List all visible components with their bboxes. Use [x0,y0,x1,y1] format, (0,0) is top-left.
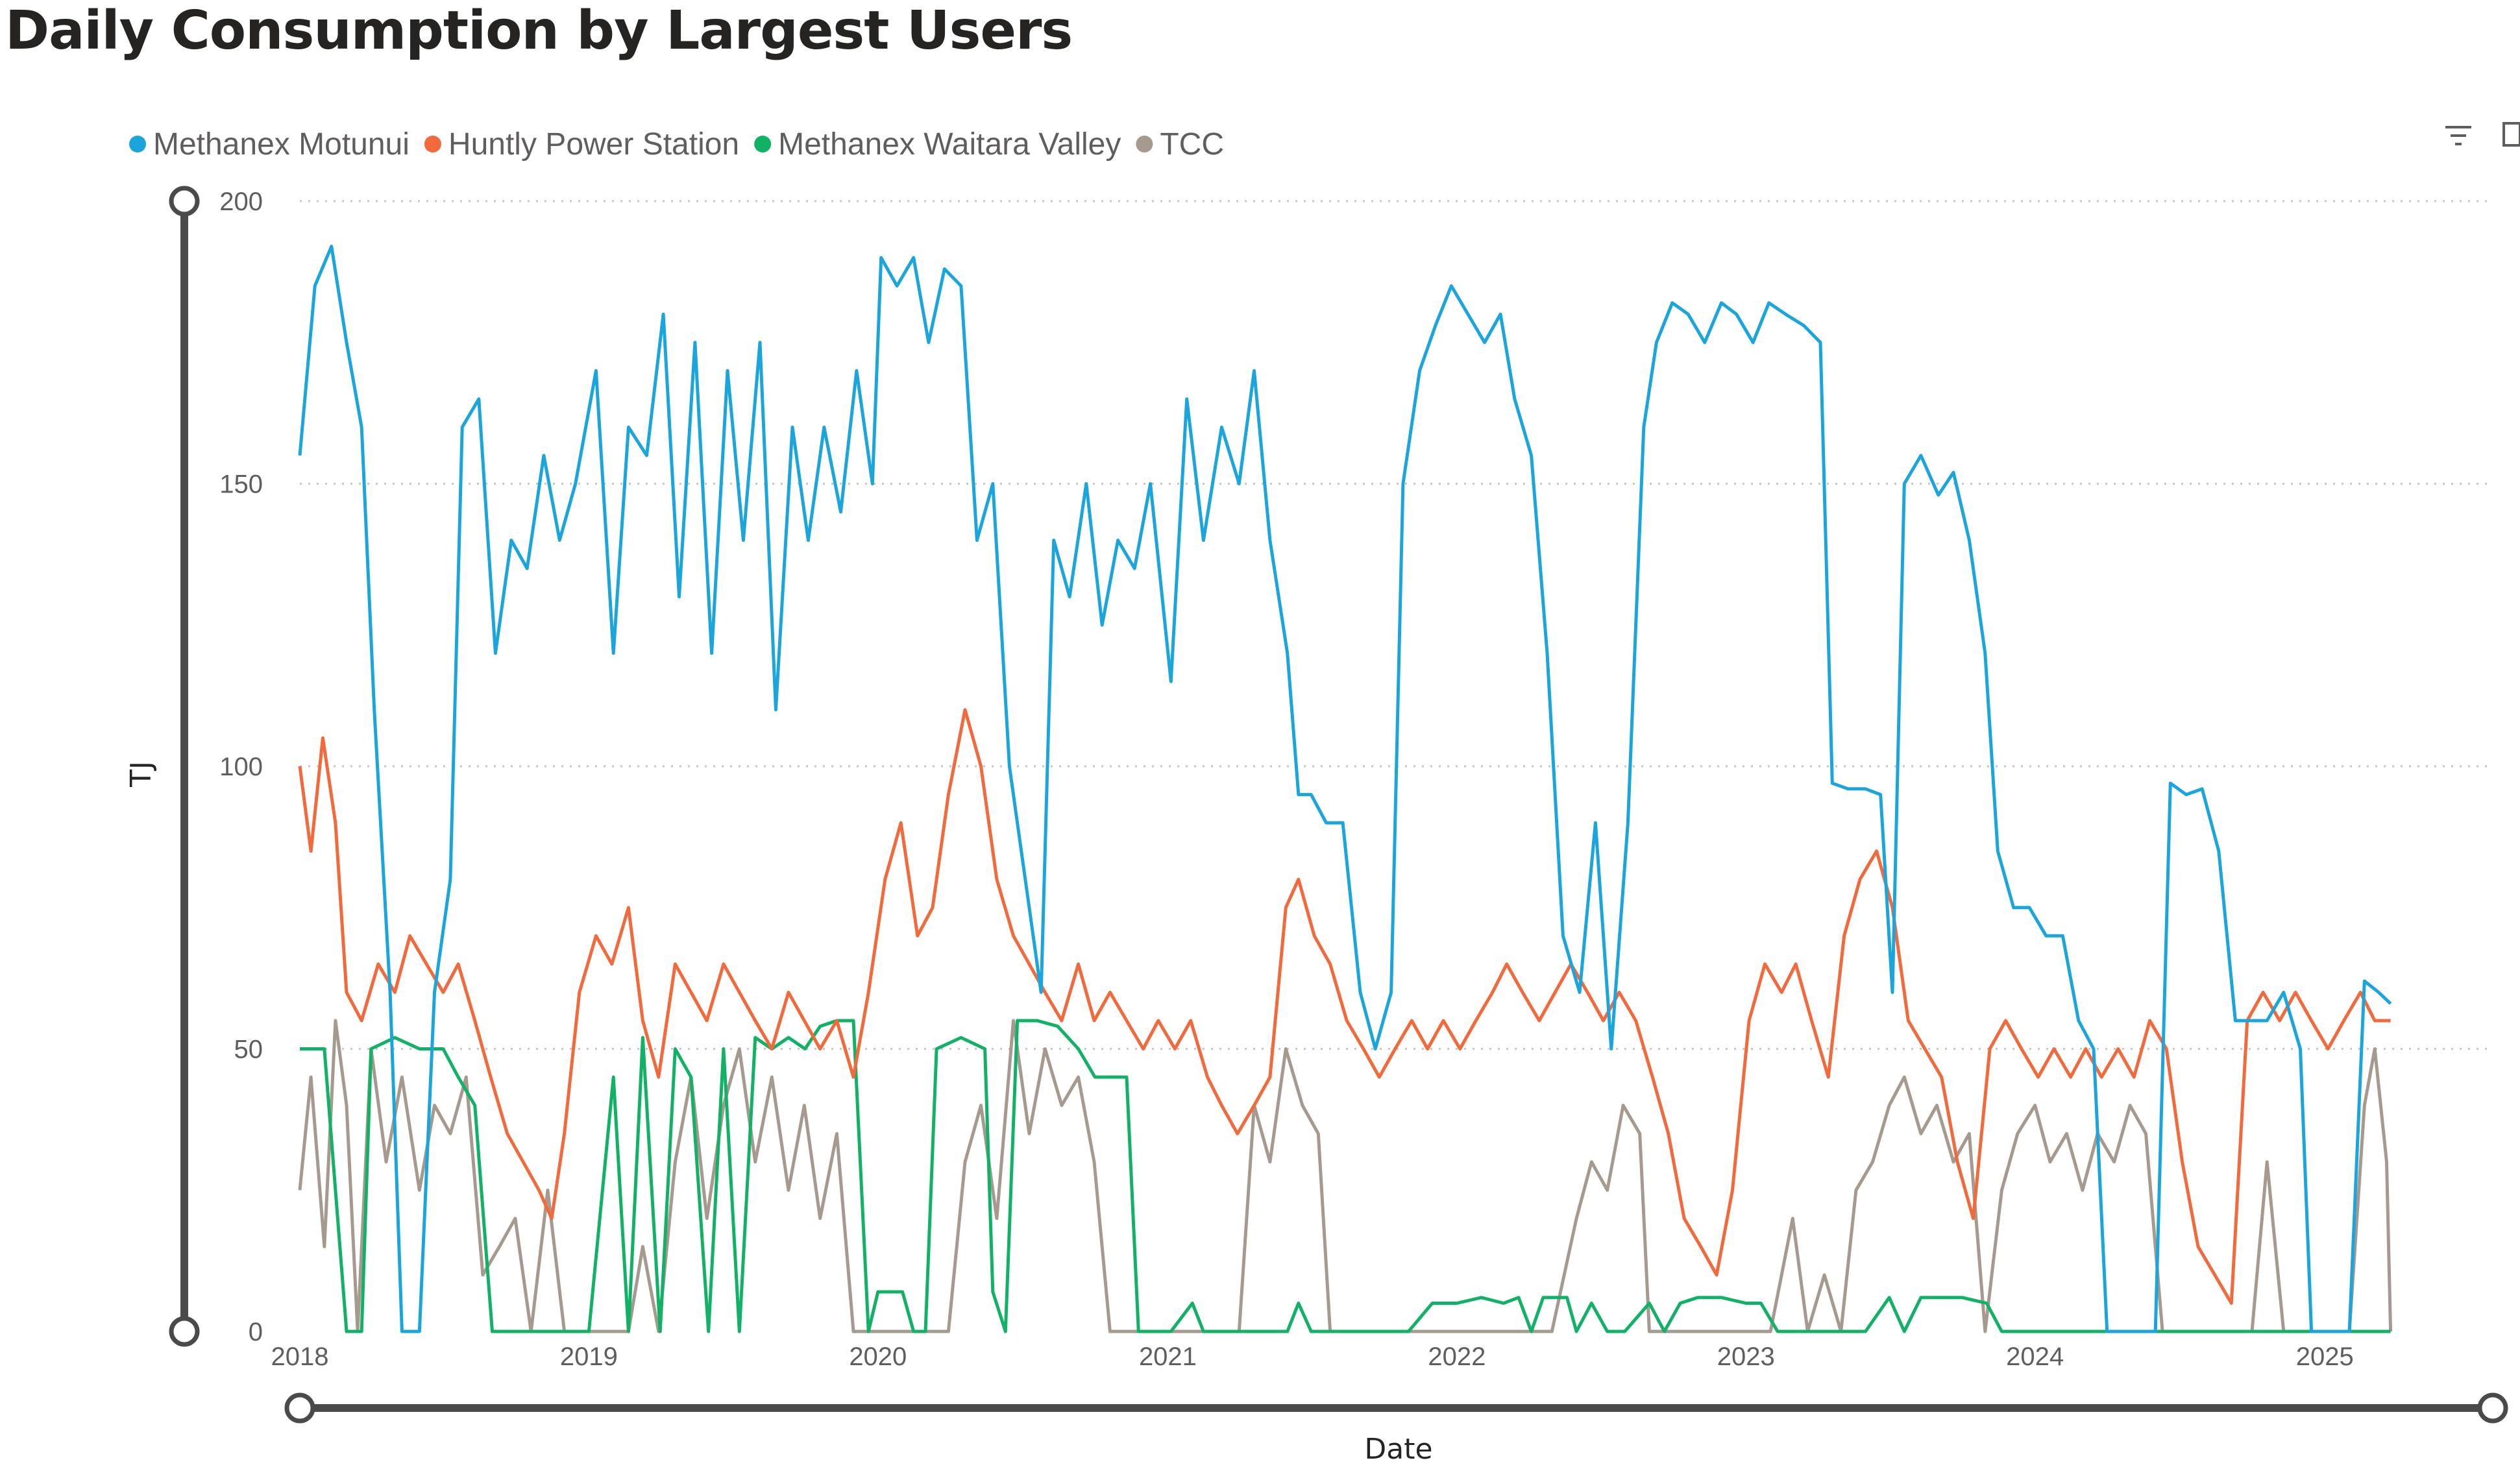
x-tick-label: 2018 [271,1342,329,1371]
x-tick-label: 2022 [1428,1342,1486,1371]
legend-label: Methanex Motunui [153,127,410,162]
y-tick-label: 150 [219,470,263,499]
y-range-slider[interactable] [169,186,200,1347]
series-line-methanex-motunui [298,245,2392,1333]
y-axis-ticks: 0 50 100 150 200 [219,188,263,1346]
x-axis-ticks: 2018 2019 2020 2021 2022 2023 2024 2025 [271,1342,2354,1371]
focus-mode-icon[interactable] [2502,122,2520,147]
x-tick-label: 2020 [849,1342,907,1371]
legend-label: TCC [1160,127,1224,162]
x-tick-label: 2019 [560,1342,618,1371]
legend-label: Huntly Power Station [448,127,739,162]
legend-label: Methanex Waitara Valley [778,127,1121,162]
y-range-slider-top-handle[interactable] [169,186,200,217]
legend-item[interactable]: Methanex Motunui [129,127,410,162]
y-tick-label: 200 [219,188,263,216]
x-tick-label: 2021 [1139,1342,1197,1371]
legend-item[interactable]: TCC [1136,127,1224,162]
legend: Methanex Motunui Huntly Power Station Meth… [129,127,1224,162]
legend-marker [1136,136,1153,152]
y-axis-title: TJ [125,761,158,788]
chart-title: Daily Consumption by Largest Users [5,0,1073,62]
y-tick-label: 50 [234,1036,263,1064]
legend-item[interactable]: Huntly Power Station [424,127,739,162]
x-tick-label: 2023 [1717,1342,1775,1371]
x-axis-title: Date [1364,1433,1432,1466]
legend-marker [424,136,441,152]
legend-item[interactable]: Methanex Waitara Valley [754,127,1121,162]
y-tick-label: 0 [249,1318,263,1346]
y-tick-label: 100 [219,753,263,781]
series-line-huntly-power-station [298,708,2391,1305]
x-tick-label: 2024 [2006,1342,2064,1371]
x-range-slider-right-handle[interactable] [2477,1392,2508,1424]
legend-marker [754,136,772,152]
series-line-methanex-waitara-valley [300,1019,2391,1333]
x-range-slider-left-handle[interactable] [284,1392,315,1424]
filter-icon[interactable] [2445,126,2471,145]
x-range-slider[interactable] [284,1392,2508,1424]
legend-marker [129,136,146,152]
x-tick-label: 2025 [2296,1342,2354,1371]
series-layer [298,245,2393,1333]
y-range-slider-bottom-handle[interactable] [169,1316,200,1347]
